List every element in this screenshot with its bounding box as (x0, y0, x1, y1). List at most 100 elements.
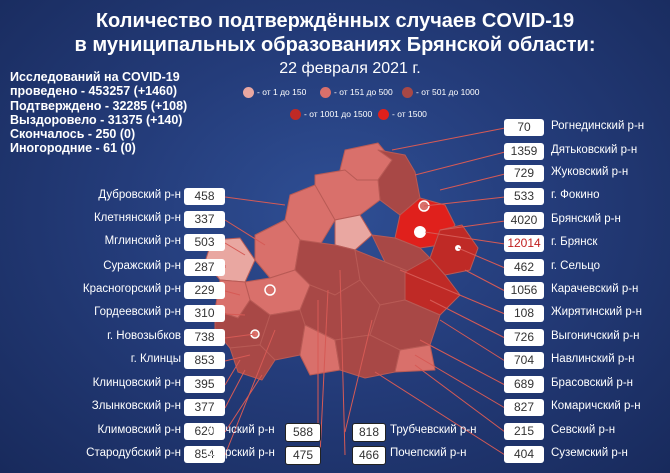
region-name: Рогнединский р-н (551, 120, 645, 132)
leader-line (423, 196, 506, 207)
region-row: Климовский р-н 620 (0, 423, 226, 442)
map-region-outline (229, 344, 276, 381)
region-name: г. Фокино (551, 189, 600, 201)
leader-line (224, 313, 246, 316)
city-marker (264, 284, 276, 296)
region-value: 215 (504, 423, 544, 440)
leader-line (399, 269, 506, 315)
region-row: Погарский р-н 475 (200, 446, 321, 465)
leader-line (414, 151, 506, 176)
region-name: Жуковский р-н (551, 166, 629, 178)
leader-line (224, 369, 246, 409)
city-marker (414, 226, 426, 238)
stat-line: Иногородние - 61 (0) (10, 141, 136, 156)
region-name: Комаричский р-н (551, 400, 641, 412)
region-name: г. Клинцы (130, 353, 181, 365)
region-name: г. Сельцо (551, 260, 601, 272)
leader-line (224, 359, 241, 386)
leader-line (224, 196, 286, 206)
region-value: 229 (184, 282, 225, 299)
map-region-outline (299, 324, 341, 376)
region-name: Мглинский р-н (104, 235, 181, 247)
region-row: 1056 Карачевский р-н (504, 282, 670, 301)
leader-line (439, 319, 506, 362)
region-row: Суражский р-н 287 (0, 259, 226, 278)
legend-item: - от 1 до 150 (243, 87, 306, 99)
legend-item: - от 1500 (378, 109, 427, 121)
leader-line (457, 247, 506, 269)
leader-line (344, 319, 373, 433)
region-row: Гордеевский р-н 310 (0, 305, 226, 324)
map-region-outline (334, 214, 373, 251)
region-name: г. Новозыбков (107, 330, 181, 342)
region-name: Почепский р-н (390, 447, 467, 459)
legend-swatch (320, 87, 331, 99)
region-name: Карачевский р-н (551, 283, 639, 295)
region-row: Стародубский р-н 854 (0, 446, 226, 465)
region-name: Климовский р-н (97, 424, 181, 436)
region-value: 503 (184, 234, 225, 251)
leader-line (464, 269, 506, 292)
region-value: 462 (504, 259, 544, 276)
legend-swatch (243, 87, 254, 99)
region-name: Гордеевский р-н (94, 306, 181, 318)
region-value: 377 (184, 399, 225, 416)
leader-line (224, 219, 266, 246)
region-row: 818 Трубчевский р-н (352, 423, 482, 442)
region-value: 70 (504, 119, 544, 136)
region-name: Клинцовский р-н (92, 377, 181, 389)
region-name: Брянский р-н (551, 213, 621, 225)
region-name: Дубровский р-н (98, 189, 181, 201)
stats-block: Исследований на COVID-19 проведено - 453… (10, 70, 187, 156)
region-name: Злынковский р-н (91, 400, 181, 412)
region-name: Брасовский р-н (551, 377, 633, 389)
region-row: Злынковский р-н 377 (0, 399, 226, 418)
region-row: 70 Рогнединский р-н (504, 119, 670, 138)
leader-line (339, 269, 346, 456)
leader-line (419, 339, 506, 386)
leader-line (391, 127, 506, 151)
leader-line (439, 220, 506, 231)
leader-line (374, 371, 506, 456)
title-line-2: в муниципальных образованиях Брянской об… (74, 34, 596, 56)
region-row: Унечский р-н 588 (200, 423, 321, 442)
region-row: 462 г. Сельцо (504, 259, 670, 278)
title-line-1: Количество подтверждённых случаев COVID-… (95, 10, 575, 32)
legend-item: - от 1001 до 1500 (290, 109, 372, 121)
stat-line: проведено - 453257 (+1460) (10, 84, 178, 99)
region-name: Навлинский р-н (551, 353, 635, 365)
leader-line (439, 173, 506, 191)
region-row: 108 Жирятинский р-н (504, 305, 670, 324)
region-name: Погарский р-н (200, 447, 275, 459)
leader-line (224, 374, 263, 433)
region-name: Жирятинский р-н (551, 306, 642, 318)
region-value: 726 (504, 329, 544, 346)
region-name: Трубчевский р-н (390, 424, 477, 436)
region-value: 466 (352, 446, 386, 465)
leader-line (429, 299, 506, 339)
leader-line (224, 333, 256, 339)
region-row: 689 Брасовский р-н (504, 376, 670, 395)
region-row: г. Новозыбков 738 (0, 329, 226, 348)
region-name: Унечский р-н (206, 424, 275, 436)
region-row: г. Клинцы 853 (0, 352, 226, 371)
leader-line (224, 242, 246, 256)
report-date: 22 февраля 2021 г. (279, 60, 421, 77)
region-row: 827 Комаричский р-н (504, 399, 670, 418)
legend-swatch (402, 87, 413, 99)
region-value: 1359 (504, 143, 544, 160)
region-name: Севский р-н (551, 424, 616, 436)
region-value: 395 (184, 376, 225, 393)
region-row: 4020 Брянский р-н (504, 212, 670, 231)
region-value: 337 (184, 211, 225, 228)
region-name: Стародубский р-н (86, 447, 181, 459)
region-value: 729 (504, 165, 544, 182)
region-row: 12014 г. Брянск (504, 235, 670, 254)
region-value: 287 (184, 259, 225, 276)
region-value: 818 (352, 423, 386, 442)
region-name: Дятьковский р-н (551, 144, 638, 156)
region-value: 12014 (504, 235, 544, 252)
region-value: 310 (184, 305, 225, 322)
